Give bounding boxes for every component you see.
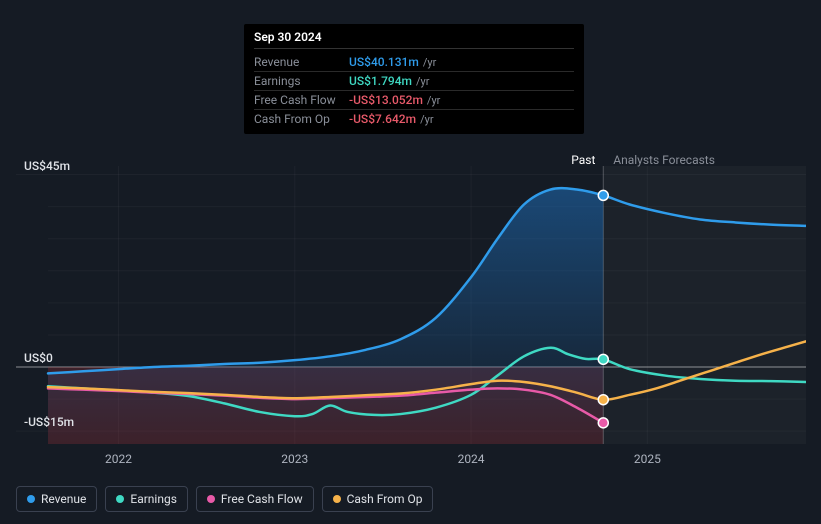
- legend-label: Earnings: [130, 492, 177, 506]
- y-axis-label: US$0: [24, 351, 53, 365]
- financials-chart[interactable]: US$45m US$0 -US$15m 2022 2023 2024 2025 Past Ana…: [16, 120, 806, 480]
- tooltip-metric-value: US$40.131m: [349, 55, 419, 69]
- tooltip-rows: RevenueUS$40.131m/yrEarningsUS$1.794m/yr…: [254, 53, 574, 128]
- tooltip-metric-label: Free Cash Flow: [254, 93, 349, 107]
- legend-label: Revenue: [41, 492, 86, 506]
- tooltip-row: Free Cash Flow-US$13.052m/yr: [254, 91, 574, 110]
- tooltip-row: EarningsUS$1.794m/yr: [254, 72, 574, 91]
- tooltip-metric-unit: /yr: [420, 113, 433, 126]
- chart-tooltip: Sep 30 2024 RevenueUS$40.131m/yrEarnings…: [244, 24, 584, 134]
- tooltip-row: RevenueUS$40.131m/yr: [254, 53, 574, 72]
- legend-item-cash-from-op[interactable]: Cash From Op: [322, 486, 434, 512]
- y-axis-label: -US$15m: [24, 415, 74, 429]
- tooltip-metric-value: US$1.794m: [349, 74, 412, 88]
- tooltip-metric-label: Revenue: [254, 55, 349, 69]
- x-axis-label: 2024: [458, 452, 485, 466]
- legend-dot-icon: [27, 495, 35, 503]
- legend-dot-icon: [207, 495, 215, 503]
- legend-item-free-cash-flow[interactable]: Free Cash Flow: [196, 486, 314, 512]
- x-axis-label: 2025: [634, 452, 661, 466]
- tooltip-metric-unit: /yr: [427, 94, 440, 107]
- tooltip-metric-value: -US$13.052m: [349, 93, 423, 107]
- tooltip-metric-unit: /yr: [416, 75, 429, 88]
- chart-legend: Revenue Earnings Free Cash Flow Cash From O…: [16, 486, 433, 512]
- tooltip-row: Cash From Op-US$7.642m/yr: [254, 110, 574, 128]
- legend-item-earnings[interactable]: Earnings: [105, 486, 188, 512]
- tooltip-metric-label: Earnings: [254, 74, 349, 88]
- tooltip-metric-value: -US$7.642m: [349, 112, 416, 126]
- legend-dot-icon: [333, 495, 341, 503]
- legend-label: Cash From Op: [347, 492, 423, 506]
- legend-label: Free Cash Flow: [221, 492, 303, 506]
- tooltip-date: Sep 30 2024: [254, 30, 574, 49]
- tooltip-metric-label: Cash From Op: [254, 112, 349, 126]
- legend-item-revenue[interactable]: Revenue: [16, 486, 97, 512]
- y-axis-label: US$45m: [24, 159, 70, 173]
- forecast-section-label: Analysts Forecasts: [613, 153, 715, 167]
- tooltip-metric-unit: /yr: [423, 56, 436, 69]
- chart-canvas: [16, 120, 806, 480]
- x-axis-label: 2023: [281, 452, 308, 466]
- legend-dot-icon: [116, 495, 124, 503]
- past-section-label: Past: [571, 153, 595, 167]
- x-axis-label: 2022: [105, 452, 132, 466]
